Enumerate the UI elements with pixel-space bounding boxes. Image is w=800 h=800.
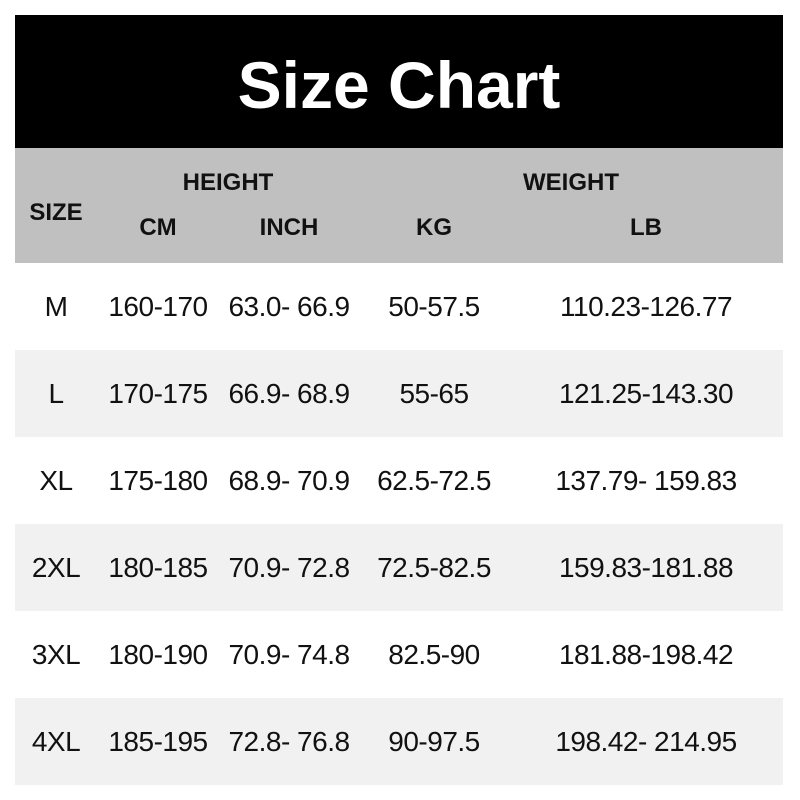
size-cell: 4XL bbox=[31, 725, 81, 757]
inch-cell: 68.9- 70.9 bbox=[228, 464, 350, 496]
height-group-header: HEIGHT bbox=[182, 168, 274, 196]
unit-header-row: CM INCH KG LB bbox=[15, 203, 783, 263]
cm-cell: 170-175 bbox=[108, 377, 208, 409]
table-row: 4XL 185-195 72.8- 76.8 90-97.5 198.42- 2… bbox=[15, 698, 784, 785]
lb-column-header: LB bbox=[630, 214, 663, 241]
table-row: XL 175-180 68.9- 70.9 62.5-72.5 137.79- … bbox=[15, 437, 784, 524]
inch-cell: 66.9- 68.9 bbox=[228, 377, 350, 409]
lb-cell: 181.88-198.42 bbox=[558, 638, 734, 670]
size-cell: L bbox=[48, 377, 64, 409]
group-header-row: SIZE HEIGHT WEIGHT bbox=[15, 148, 783, 226]
inch-cell: 72.8- 76.8 bbox=[228, 725, 350, 757]
cm-cell: 175-180 bbox=[108, 464, 208, 496]
weight-group-header: WEIGHT bbox=[523, 168, 620, 196]
table-row: 3XL 180-190 70.9- 74.8 82.5-90 181.88-19… bbox=[15, 611, 784, 698]
kg-cell: 82.5-90 bbox=[388, 638, 480, 670]
lb-cell: 198.42- 214.95 bbox=[555, 725, 737, 757]
lb-cell: 110.23-126.77 bbox=[560, 290, 733, 322]
inch-cell: 70.9- 72.8 bbox=[228, 551, 350, 583]
kg-cell: 55-65 bbox=[399, 377, 469, 409]
kg-cell: 50-57.5 bbox=[388, 290, 480, 322]
title-banner: Size Chart bbox=[15, 15, 783, 148]
size-cell: 3XL bbox=[31, 638, 81, 670]
inch-column-header: INCH bbox=[259, 214, 319, 241]
cm-column-header: CM bbox=[139, 214, 177, 241]
kg-cell: 62.5-72.5 bbox=[377, 464, 491, 496]
table-body: M 160-170 63.0- 66.9 50-57.5 110.23-126.… bbox=[15, 263, 784, 785]
size-table: SIZE HEIGHT WEIGHT CM INCH KG LB M 160-1… bbox=[15, 148, 784, 785]
table-row: L 170-175 66.9- 68.9 55-65 121.25-143.30 bbox=[15, 350, 784, 437]
kg-cell: 72.5-82.5 bbox=[377, 551, 491, 583]
size-cell: 2XL bbox=[31, 551, 81, 583]
table-row: M 160-170 63.0- 66.9 50-57.5 110.23-126.… bbox=[15, 263, 784, 350]
lb-cell: 137.79- 159.83 bbox=[555, 464, 737, 496]
page-title: Size Chart bbox=[237, 47, 561, 122]
lb-cell: 121.25-143.30 bbox=[558, 377, 734, 409]
cm-cell: 180-190 bbox=[108, 638, 208, 670]
table-header: SIZE HEIGHT WEIGHT CM INCH KG LB bbox=[15, 148, 784, 263]
kg-cell: 90-97.5 bbox=[388, 725, 480, 757]
lb-cell: 159.83-181.88 bbox=[558, 551, 734, 583]
inch-cell: 70.9- 74.8 bbox=[228, 638, 350, 670]
kg-column-header: KG bbox=[416, 214, 453, 241]
table-row: 2XL 180-185 70.9- 72.8 72.5-82.5 159.83-… bbox=[15, 524, 784, 611]
size-cell: M bbox=[44, 290, 68, 322]
cm-cell: 185-195 bbox=[108, 725, 208, 757]
size-column-header: SIZE bbox=[29, 198, 83, 226]
cm-cell: 160-170 bbox=[108, 290, 208, 322]
cm-cell: 180-185 bbox=[108, 551, 208, 583]
size-cell: XL bbox=[39, 464, 73, 496]
inch-cell: 63.0- 66.9 bbox=[228, 290, 350, 322]
